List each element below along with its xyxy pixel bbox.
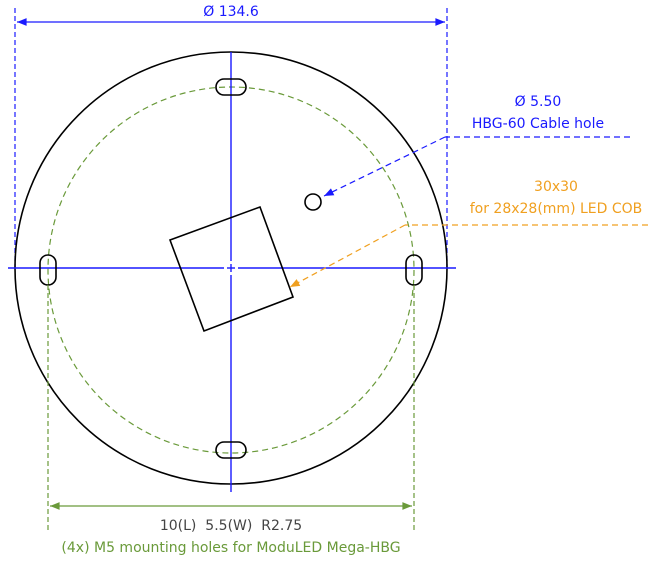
led-size: 30x30 (534, 179, 578, 195)
cable-leader (323, 136, 630, 197)
slot-dimension (47, 285, 415, 530)
led-leader (289, 224, 648, 288)
cable-label: HBG-60 Cable hole (472, 116, 604, 132)
led-label: for 28x28(mm) LED COB (470, 201, 643, 217)
cable-size: Ø 5.50 (515, 94, 562, 110)
slot-label: (4x) M5 mounting holes for ModuLED Mega-… (61, 540, 400, 556)
led-square (168, 205, 295, 333)
centerlines (8, 52, 456, 492)
diameter-label: Ø 134.6 (203, 4, 259, 20)
slot-size: 10(L) 5.5(W) R2.75 (160, 518, 302, 534)
cable-hole (304, 193, 322, 211)
